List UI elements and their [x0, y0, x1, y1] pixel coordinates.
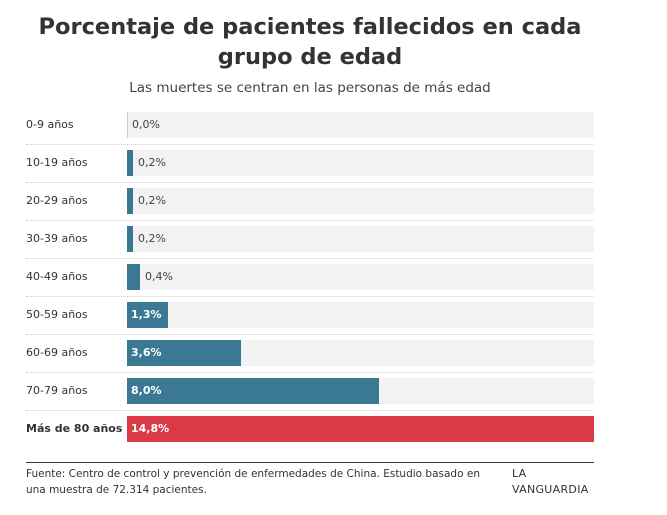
- bar-row: 30-39 años 0,2%: [26, 220, 594, 258]
- row-separator: [26, 143, 594, 145]
- bar: [127, 302, 168, 328]
- chart-subtitle: Las muertes se centran en las personas d…: [129, 80, 491, 96]
- data-label: 8,0%: [131, 384, 162, 397]
- data-label: 0,2%: [138, 156, 166, 169]
- category-label: 0-9 años: [26, 118, 74, 131]
- bar: [127, 226, 133, 252]
- row-separator: [26, 295, 594, 297]
- data-label: 3,6%: [131, 346, 162, 359]
- bar-track: 14,8%: [127, 416, 594, 442]
- bar-row: 40-49 años 0,4%: [26, 258, 594, 296]
- row-separator: [26, 257, 594, 259]
- bar-track: 8,0%: [127, 378, 594, 404]
- bar-track: 0,0%: [127, 112, 594, 138]
- bar: [127, 378, 379, 404]
- bar: [127, 416, 594, 442]
- category-label: Más de 80 años: [26, 422, 123, 435]
- data-label: 0,4%: [145, 270, 173, 283]
- bar-track: 1,3%: [127, 302, 594, 328]
- brand-logo-text: LA VANGUARDIA: [512, 467, 589, 496]
- bar-row: 10-19 años 0,2%: [26, 144, 594, 182]
- category-label: 20-29 años: [26, 194, 88, 207]
- data-label: 0,2%: [138, 232, 166, 245]
- bar-row: 70-79 años 8,0%: [26, 372, 594, 410]
- bar: [127, 264, 140, 290]
- bar: [127, 188, 133, 214]
- bar-row: Más de 80 años 14,8%: [26, 410, 594, 448]
- bar-track: 3,6%: [127, 340, 594, 366]
- category-label: 60-69 años: [26, 346, 88, 359]
- source-note: Fuente: Centro de control y prevención d…: [26, 468, 480, 496]
- bar-track: 0,2%: [127, 150, 594, 176]
- category-label: 30-39 años: [26, 232, 88, 245]
- footer-divider: [26, 462, 594, 463]
- category-label: 40-49 años: [26, 270, 88, 283]
- bar-row: 50-59 años 1,3%: [26, 296, 594, 334]
- bar: [127, 150, 133, 176]
- baseline: [127, 112, 128, 138]
- row-separator: [26, 219, 594, 221]
- row-separator: [26, 371, 594, 373]
- bar-row: 60-69 años 3,6%: [26, 334, 594, 372]
- data-label: 14,8%: [131, 422, 170, 435]
- row-separator: [26, 409, 594, 411]
- bar-track: 0,4%: [127, 264, 594, 290]
- row-separator: [26, 333, 594, 335]
- chart-title: Porcentaje de pacientes fallecidos en ca…: [38, 14, 582, 70]
- data-label: 0,2%: [138, 194, 166, 207]
- bar: [127, 340, 241, 366]
- bar-track: 0,2%: [127, 226, 594, 252]
- data-label: 0,0%: [132, 118, 160, 131]
- data-label: 1,3%: [131, 308, 162, 321]
- row-separator: [26, 181, 594, 183]
- category-label: 70-79 años: [26, 384, 88, 397]
- bar-track: 0,2%: [127, 188, 594, 214]
- bar-row: 0-9 años 0,0%: [26, 106, 594, 144]
- bar-row: 20-29 años 0,2%: [26, 182, 594, 220]
- category-label: 50-59 años: [26, 308, 88, 321]
- category-label: 10-19 años: [26, 156, 88, 169]
